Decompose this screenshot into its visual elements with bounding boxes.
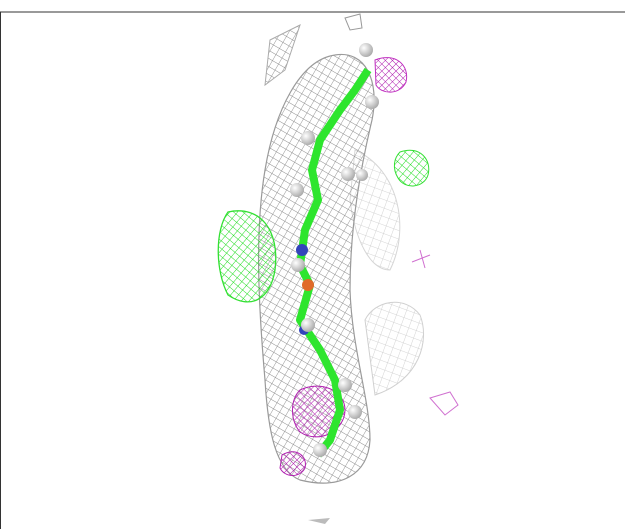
atom bbox=[291, 258, 305, 272]
atom bbox=[290, 183, 304, 197]
viewer bbox=[0, 0, 625, 529]
oxygen bbox=[302, 279, 314, 291]
atom bbox=[301, 318, 315, 332]
atom bbox=[359, 43, 373, 57]
magenta-mesh bbox=[280, 452, 305, 476]
atom bbox=[348, 405, 362, 419]
atom bbox=[338, 378, 352, 392]
nitrogen bbox=[296, 244, 308, 256]
atom bbox=[356, 169, 368, 181]
atom bbox=[313, 443, 327, 457]
magenta-fragment bbox=[412, 250, 430, 268]
gray-fragment bbox=[308, 518, 330, 524]
atom bbox=[301, 131, 315, 145]
magenta-fragment bbox=[430, 392, 458, 415]
atom bbox=[365, 95, 379, 109]
page bbox=[0, 0, 625, 529]
gray-fragment bbox=[345, 14, 362, 30]
light-mesh bbox=[365, 302, 424, 395]
atom bbox=[341, 167, 355, 181]
magenta-mesh bbox=[375, 58, 407, 93]
gray-fragment bbox=[265, 25, 300, 85]
green-mesh bbox=[394, 150, 428, 186]
